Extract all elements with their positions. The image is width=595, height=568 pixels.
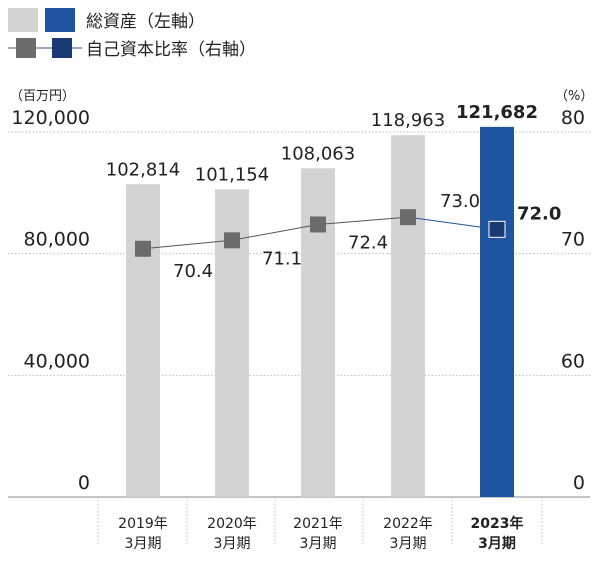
x-axis-category-label: 2022年: [383, 516, 433, 532]
bar: [391, 135, 425, 497]
left-axis-tick-label: 40,000: [24, 350, 90, 372]
line-marker: [400, 209, 416, 226]
x-axis-category-label: 2019年: [118, 516, 168, 532]
line-value-label: 71.1: [262, 248, 302, 269]
line-marker: [224, 232, 240, 249]
right-axis-tick-label: 70: [561, 229, 585, 251]
left-axis-tick-labels: 0 40,000 80,000 120,000: [11, 107, 90, 494]
x-axis-category-label: 3月期: [214, 536, 251, 552]
x-axis-category-label: 3月期: [125, 536, 162, 552]
bar-value-label: 108,063: [281, 143, 355, 164]
right-axis-tick-label: 80: [561, 107, 585, 129]
line-value-label: 72.0: [517, 203, 561, 224]
right-axis-unit: （%）: [555, 89, 593, 104]
line-segment: [142, 239, 233, 250]
legend-marker-equity-ratio-current: [52, 38, 72, 58]
legend-label-total-assets: 総資産（左軸）: [86, 12, 205, 32]
line-value-label: 70.4: [173, 261, 213, 282]
right-axis-tick-label: 0: [573, 472, 585, 494]
bar: [126, 184, 160, 497]
line-value-labels: 70.4 71.1 72.4 73.0 72.0: [173, 191, 561, 282]
legend-swatch-total-assets-current: [45, 8, 75, 32]
bar-value-label: 102,814: [106, 159, 180, 180]
left-axis-tick-label: 0: [78, 472, 90, 494]
bar: [480, 126, 514, 498]
line-marker: [310, 216, 326, 233]
x-axis-category-label: 3月期: [300, 536, 337, 552]
legend-swatch-total-assets-past: [8, 8, 38, 32]
line-series-equity-ratio: [135, 209, 506, 257]
x-axis-category-label: 3月期: [390, 536, 427, 552]
left-axis-tick-label: 80,000: [24, 229, 90, 251]
legend-marker-equity-ratio-past: [16, 38, 36, 58]
right-axis-tick-label: 60: [561, 350, 585, 372]
x-axis-category-label: 3月期: [478, 536, 516, 552]
left-axis-tick-label: 120,000: [11, 107, 90, 129]
line-value-label: 72.4: [348, 232, 388, 253]
left-axis-unit: （百万円）: [10, 89, 75, 104]
line-segment: [407, 216, 498, 230]
bar-series-total-assets: [126, 126, 514, 498]
right-axis-tick-labels: 0 60 70 80: [561, 107, 585, 494]
line-segment: [317, 216, 409, 225]
bar-value-label: 101,154: [195, 164, 269, 185]
x-axis-category-label: 2020年: [207, 516, 257, 532]
legend: 総資産（左軸） 自己資本比率（右軸）: [8, 8, 256, 60]
line-marker: [135, 240, 151, 257]
bar-value-label: 121,682: [456, 102, 538, 123]
bar-value-labels: 102,814 101,154 108,063 118,963 121,682: [106, 102, 538, 185]
bar-value-label: 118,963: [371, 110, 445, 131]
line-marker: [488, 220, 506, 238]
line-value-label: 73.0: [440, 191, 480, 212]
x-axis-category-label: 2023年: [471, 515, 524, 532]
line-segment: [231, 223, 319, 241]
x-axis-category-label: 2021年: [293, 516, 343, 532]
legend-label-equity-ratio: 自己資本比率（右軸）: [86, 40, 256, 60]
x-axis: 2019年 3月期 2020年 3月期 2021年 3月期 2022年 3月期 2023年 3月期: [97, 497, 543, 552]
